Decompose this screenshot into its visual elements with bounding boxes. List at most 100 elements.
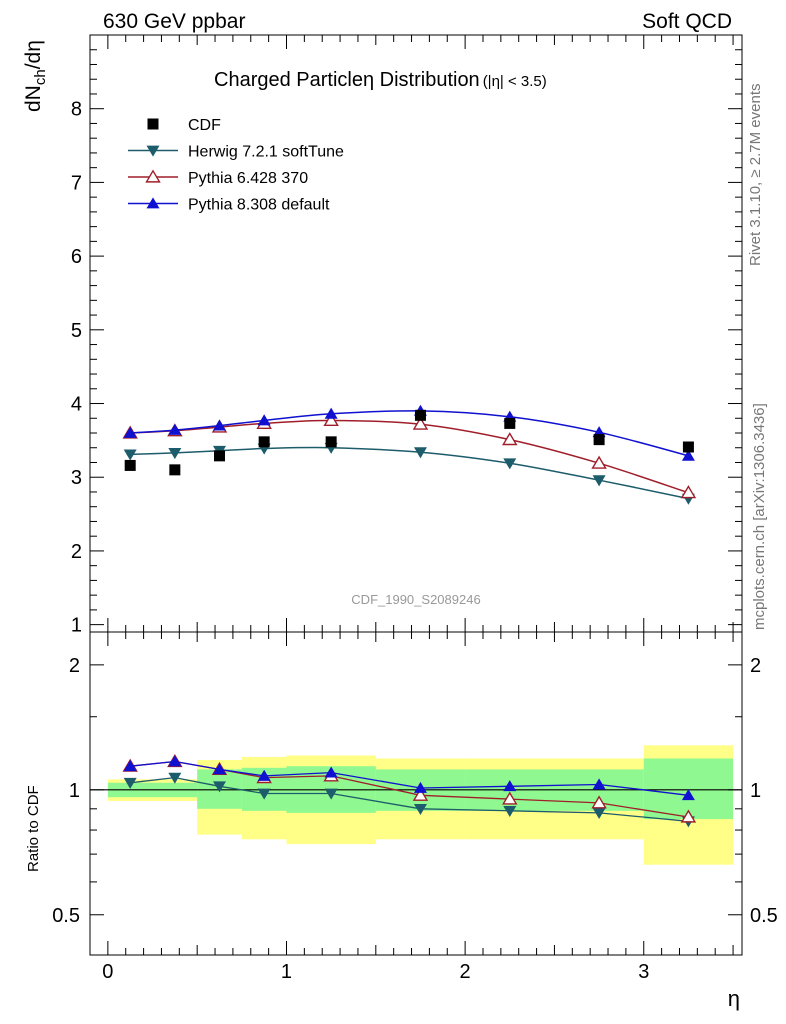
ratio-point-pythia8-4: [324, 766, 338, 778]
mcplots-label: mcplots.cern.ch [arXiv:1306.3436]: [751, 403, 768, 630]
series-line-pythia6: [130, 419, 689, 494]
ylabel-ch: ch: [32, 69, 49, 85]
legend-marker-data: [147, 118, 159, 130]
point-cdf-0: [124, 459, 136, 471]
x-tick-label-3: 3: [638, 961, 649, 983]
y-tick-label-top-1: 2: [71, 541, 82, 563]
ratio-point-pythia8-1: [168, 755, 182, 767]
ratio-point-herwig-1: [168, 772, 182, 784]
point-cdf-2: [214, 450, 226, 462]
watermark-label: CDF_1990_S2089246: [351, 592, 480, 607]
point-herwig-1: [168, 448, 182, 460]
ratio-point-pythia6-7: [591, 795, 607, 809]
x-tick-label-1: 1: [281, 961, 292, 983]
main-panel: 1 2 3 4 5 6 7 8 Charged Particleη Distribution(…: [71, 34, 743, 637]
legend-label-data: CDF: [188, 117, 221, 134]
point-pythia6-6: [502, 432, 518, 446]
series-line-herwig: [130, 446, 689, 500]
point-pythia8-8: [681, 449, 695, 461]
point-cdf-8: [682, 441, 694, 453]
point-pythia6-5: [412, 416, 429, 430]
legend-label-herwig: Herwig 7.2.1 softTune: [188, 144, 344, 161]
main-frame: [89, 34, 743, 633]
series-line-pythia8: [130, 410, 689, 457]
ratio-panel: 0.5 0.5 1 1 2 2: [52, 631, 778, 956]
ratio-point-pythia6-5: [412, 787, 429, 801]
ratio-y-label-right-1: 1: [750, 780, 761, 802]
ratio-ticks: 0.5 0.5 1 1 2 2: [52, 632, 778, 956]
ratio-y-label-left-2: 2: [69, 655, 80, 677]
ratio-point-pythia8-5: [413, 781, 427, 793]
y-tick-label-top-4: 5: [71, 320, 82, 342]
point-pythia8-1: [168, 423, 182, 435]
chart-title-main: Charged Particleη Distribution: [214, 69, 480, 91]
x-tick-label-2: 2: [460, 961, 471, 983]
ylabel-deta: /dη: [22, 40, 45, 69]
ratio-y-label-left-0: 0.5: [52, 905, 80, 927]
point-cdf-6: [504, 417, 516, 429]
rivet-version-label: Rivet 3.1.10, ≥ 2.7M events: [747, 84, 764, 267]
ratio-point-pythia8-6: [503, 780, 517, 792]
ratio-point-pythia6-6: [502, 791, 518, 805]
point-herwig-0: [123, 449, 137, 461]
point-pythia6-4: [323, 412, 339, 427]
ratio-series-layer: [122, 753, 697, 828]
y-tick-label-top-6: 7: [71, 172, 82, 194]
y-tick-label-top-3: 4: [71, 394, 82, 416]
point-cdf-7: [593, 434, 605, 446]
ratio-point-pythia8-3: [257, 769, 271, 781]
ratio-point-pythia6-8: [680, 809, 697, 823]
point-pythia8-4: [324, 407, 338, 419]
y-tick-label-top-7: 8: [71, 99, 82, 121]
header-left: 630 GeV ppbar: [103, 10, 245, 33]
ratio-y-label-right-2: 2: [750, 655, 761, 677]
chart-title: Charged Particleη Distribution (|η| < 3.5…: [214, 69, 547, 91]
ratio-point-herwig-6: [503, 805, 517, 818]
point-cdf-5: [414, 409, 426, 421]
legend: CDF Herwig 7.2.1 softTune Pythia 6.428 370…: [128, 117, 344, 214]
point-pythia8-2: [213, 419, 227, 431]
ratio-point-herwig-3: [257, 788, 271, 800]
legend-marker-pythia6: [145, 169, 161, 183]
chart-title-sub: (|η| < 3.5): [483, 73, 547, 90]
x-tick-labels: 0 1 2 3: [102, 961, 649, 983]
legend-label-pythia8: Pythia 8.308 default: [188, 197, 330, 214]
point-cdf-1: [169, 464, 181, 476]
ratio-point-herwig-2: [213, 781, 227, 793]
ylabel-dn: dN: [22, 85, 45, 112]
legend-label-pythia6: Pythia 6.428 370: [188, 170, 308, 187]
main-series-layer: [122, 404, 697, 505]
point-herwig-6: [503, 458, 517, 470]
ratio-y-label-left-1: 1: [69, 780, 80, 802]
point-pythia8-3: [257, 414, 271, 426]
y-axis-label-bottom: Ratio to CDF: [25, 785, 42, 872]
y-tick-label-top-0: 1: [71, 615, 82, 637]
ratio-point-herwig-4: [324, 788, 338, 800]
point-cdf-3: [258, 436, 270, 448]
band-inner-6: [643, 758, 734, 820]
point-herwig-7: [592, 475, 606, 487]
y-tick-label-top-5: 6: [71, 246, 82, 268]
x-tick-label-0: 0: [102, 961, 113, 983]
point-cdf-4: [325, 436, 337, 448]
ratio-y-label-right-0: 0.5: [750, 905, 778, 927]
main-ticks: 1 2 3 4 5 6 7 8: [71, 35, 742, 637]
ratio-point-herwig-5: [413, 803, 427, 815]
ratio-point-pythia8-0: [123, 760, 137, 772]
x-axis-label: η: [728, 986, 740, 1011]
legend-marker-pythia8: [146, 197, 160, 209]
point-herwig-5: [413, 447, 427, 459]
point-pythia8-0: [123, 426, 137, 438]
ratio-point-herwig-7: [592, 807, 606, 820]
legend-marker-herwig: [146, 145, 160, 157]
ratio-point-pythia8-2: [213, 763, 227, 775]
header-right: Soft QCD: [642, 10, 732, 33]
ratio-point-herwig-0: [123, 777, 137, 789]
ratio-point-pythia8-8: [681, 789, 695, 801]
y-tick-label-top-2: 3: [71, 467, 82, 489]
y-axis-label-top: dNch/dη: [22, 40, 49, 112]
point-pythia6-8: [680, 485, 697, 499]
ratio-point-pythia8-7: [592, 778, 606, 790]
point-pythia6-7: [591, 455, 607, 469]
